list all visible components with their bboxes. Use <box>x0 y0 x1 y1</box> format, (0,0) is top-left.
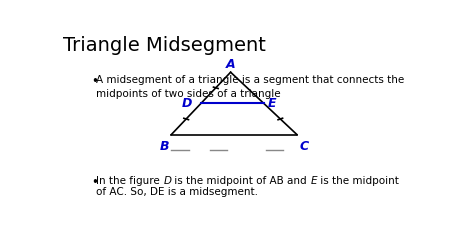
Text: of AC. So, DE is a midsegment.: of AC. So, DE is a midsegment. <box>96 186 258 196</box>
Text: E: E <box>267 97 276 109</box>
Text: is the midpoint of AB and: is the midpoint of AB and <box>171 176 310 186</box>
Text: In the figure: In the figure <box>96 176 163 186</box>
Text: A midsegment of a triangle is a segment that connects the
midpoints of two sides: A midsegment of a triangle is a segment … <box>96 75 405 99</box>
Text: Triangle Midsegment: Triangle Midsegment <box>63 36 266 55</box>
Text: •: • <box>91 176 98 189</box>
Text: B: B <box>160 140 169 153</box>
Text: E: E <box>310 176 317 186</box>
Text: A: A <box>226 58 235 71</box>
Text: •: • <box>91 75 98 88</box>
Text: D: D <box>182 97 192 109</box>
Text: C: C <box>299 140 308 153</box>
Text: is the midpoint: is the midpoint <box>317 176 399 186</box>
Text: D: D <box>163 176 171 186</box>
